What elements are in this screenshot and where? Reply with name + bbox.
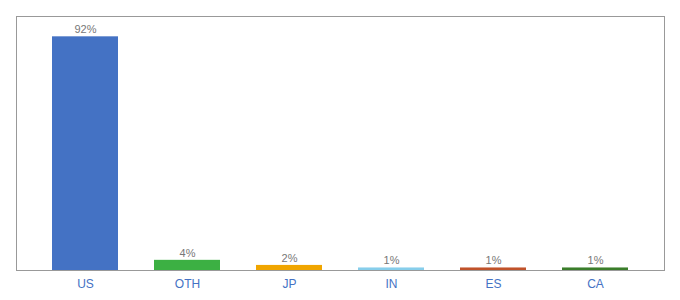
svg-text:1%: 1% — [384, 254, 400, 266]
svg-text:4%: 4% — [180, 247, 196, 259]
svg-text:2%: 2% — [282, 252, 298, 264]
svg-text:1%: 1% — [486, 254, 502, 266]
svg-text:CA: CA — [587, 277, 604, 291]
svg-text:OTH: OTH — [175, 277, 200, 291]
svg-text:1%: 1% — [588, 254, 604, 266]
svg-text:US: US — [77, 277, 94, 291]
svg-text:92%: 92% — [74, 23, 96, 35]
svg-text:JP: JP — [282, 277, 296, 291]
svg-text:ES: ES — [485, 277, 501, 291]
svg-text:IN: IN — [386, 277, 398, 291]
